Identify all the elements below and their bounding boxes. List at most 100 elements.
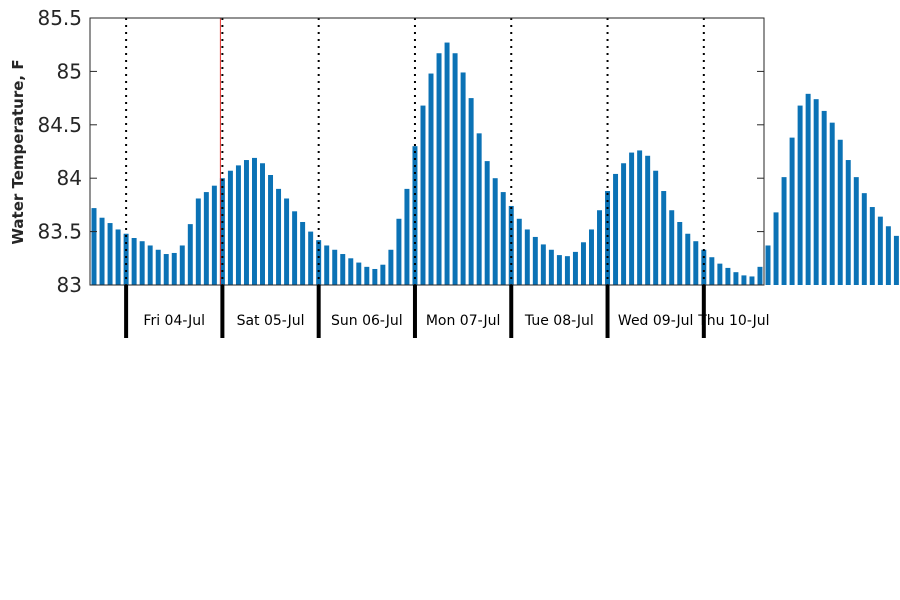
day-label: Thu 10-Jul [697,313,769,329]
temperature-bar [597,210,602,285]
temperature-bar [572,251,578,285]
day-labels: Fri 04-Jul Sat 05-Jul Sun 06-Jul Mon 07-Jul… [143,313,769,329]
temperature-bar [492,178,498,285]
temperature-bar [340,254,346,285]
temperature-bar [733,272,739,285]
temperature-bar [693,241,699,285]
temperature-bar [91,208,97,285]
temperature-bar [741,275,747,285]
temperature-bar [580,242,586,285]
y-tick-label: 85 [57,59,82,83]
temperature-bar [404,188,410,285]
temperature-bar [524,229,530,285]
day-label: Sun 06-Jul [331,313,403,329]
temperature-bar [821,110,827,285]
temperature-bar [380,264,386,285]
temperature-bar [211,185,217,285]
temperature-bar [131,238,137,285]
temperature-bar [171,252,177,285]
temperature-bar [444,42,450,286]
temperature-bar [861,193,867,285]
temperature-bar [179,245,185,285]
temperature-bar [813,99,819,285]
temperature-bar [645,155,651,285]
temperature-bar [203,192,209,285]
temperature-bar [685,233,691,285]
temperature-bar [115,229,121,285]
y-tick-label: 84.5 [37,113,82,137]
temperature-bar [436,53,442,285]
temperature-bar [589,229,594,285]
temperature-bar [717,263,723,285]
temperature-bar [749,276,755,285]
temperature-bar [484,161,490,285]
temperature-bar [877,216,883,285]
temperature-bar [300,221,306,285]
temperature-bar [653,170,659,285]
temperature-bar [396,218,402,285]
temperature-bar [332,249,338,285]
temperature-bar [468,98,474,285]
temperature-bar [605,191,611,285]
temperature-bar [243,160,249,285]
temperature-bar [139,241,145,285]
temperature-bar [195,198,201,285]
y-tick-label: 83.5 [37,220,82,244]
temperature-bar [845,160,851,285]
temperature-bar [564,256,570,285]
temperature-bar [428,73,434,285]
temperature-bar [364,266,370,285]
temperature-bar [476,133,482,285]
temperature-bar [388,249,394,285]
temperature-bar [316,240,322,285]
temperature-bar [235,165,241,285]
temperature-bar [372,268,378,285]
y-tick-label: 85.5 [37,6,82,30]
day-label: Fri 04-Jul [143,313,205,329]
temperature-bar [548,249,554,285]
temperature-bar [107,223,113,285]
temperature-bar [219,178,225,285]
day-boundary-ticks [124,285,706,338]
temperature-bar [789,137,795,285]
y-tick-label: 84 [57,166,82,190]
y-axis-ticks: 83 83.5 84 84.5 85 85.5 [37,6,764,297]
temperature-bar [292,211,298,285]
temperature-bar [661,191,667,285]
temperature-bar [621,163,627,285]
temperature-bar [829,122,835,285]
temperature-bar [837,139,843,285]
temperature-bar [669,210,675,285]
temperature-bar [99,217,105,285]
temperature-bar [324,245,330,285]
temperature-bar [532,236,538,285]
y-axis-label: Water Temperature, F [9,59,27,244]
temperature-bar [508,205,514,285]
temperature-bar [308,231,314,285]
temperature-bar [757,266,763,285]
temperature-bar [556,255,562,285]
temperature-bar [460,72,466,285]
temperature-bar [709,257,715,285]
plot-area-frame [89,17,765,286]
temperature-bar [155,249,161,285]
day-label: Sat 05-Jul [237,313,305,329]
temperature-bar [869,207,875,285]
day-label: Wed 09-Jul [618,313,694,329]
temperature-bar [500,192,506,285]
temperature-bar [725,267,731,285]
y-tick-label: 83 [57,273,82,297]
temperature-bar [797,105,803,285]
temperature-bar [781,177,787,285]
temperature-bar [227,170,233,285]
temperature-bar [187,224,193,285]
temperature-bar [284,198,290,285]
temperature-bar [356,262,362,285]
temperature-bar [452,53,458,285]
day-label: Mon 07-Jul [426,313,501,329]
day-label: Tue 08-Jul [524,313,594,329]
temperature-bar [123,233,129,285]
temperature-bar [677,221,683,285]
temperature-bar [805,93,811,285]
